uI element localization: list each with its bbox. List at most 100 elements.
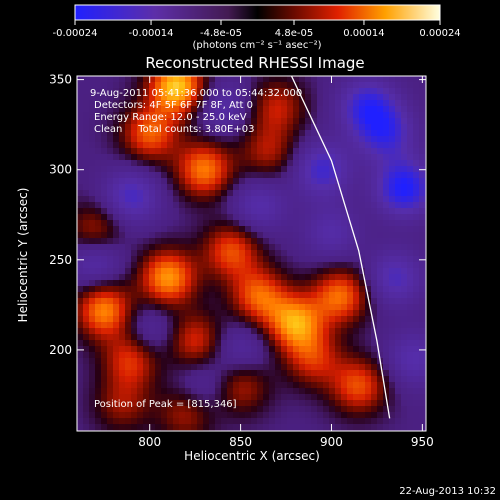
heatmap-cell <box>227 346 234 353</box>
heatmap-cell <box>383 220 390 227</box>
heatmap-cell <box>215 130 222 137</box>
heatmap-cell <box>137 286 144 293</box>
heatmap-cell <box>257 394 264 401</box>
heatmap-cell <box>299 286 306 293</box>
heatmap-cell <box>227 208 234 215</box>
heatmap-cell <box>329 388 336 395</box>
heatmap-cell <box>173 172 180 179</box>
heatmap-cell <box>197 160 204 167</box>
heatmap-cell <box>347 142 354 149</box>
heatmap-cell <box>263 166 270 173</box>
heatmap-cell <box>191 280 198 287</box>
heatmap-cell <box>239 352 246 359</box>
heatmap-cell <box>179 226 186 233</box>
heatmap-cell <box>299 310 306 317</box>
heatmap-cell <box>329 256 336 263</box>
heatmap-cell <box>215 424 222 431</box>
heatmap-cell <box>365 220 372 227</box>
heatmap-cell <box>89 82 96 89</box>
heatmap-cell <box>341 364 348 371</box>
heatmap-cell <box>179 382 186 389</box>
heatmap-cell <box>233 280 240 287</box>
heatmap-cell <box>383 190 390 197</box>
heatmap-cell <box>221 220 228 227</box>
heatmap-cell <box>317 346 324 353</box>
heatmap-cell <box>305 322 312 329</box>
heatmap-cell <box>305 100 312 107</box>
heatmap-cell <box>317 382 324 389</box>
heatmap-cell <box>233 106 240 113</box>
heatmap-cell <box>275 118 282 125</box>
heatmap-cell <box>95 328 102 335</box>
heatmap-cell <box>323 130 330 137</box>
heatmap-cell <box>335 400 342 407</box>
heatmap-cell <box>125 256 132 263</box>
heatmap-cell <box>245 82 252 89</box>
heatmap-cell <box>257 142 264 149</box>
heatmap-cell <box>155 232 162 239</box>
heatmap-cell <box>401 214 408 221</box>
heatmap-cell <box>299 208 306 215</box>
heatmap-cell <box>287 136 294 143</box>
heatmap-cell <box>419 412 426 419</box>
heatmap-cell <box>101 112 108 119</box>
heatmap-cell <box>347 166 354 173</box>
heatmap-cell <box>371 154 378 161</box>
heatmap-cell <box>299 142 306 149</box>
heatmap-cell <box>377 412 384 419</box>
heatmap-cell <box>137 226 144 233</box>
heatmap-cell <box>365 394 372 401</box>
heatmap-cell <box>137 142 144 149</box>
heatmap-cell <box>395 130 402 137</box>
heatmap-cell <box>341 292 348 299</box>
heatmap-cell <box>293 268 300 275</box>
heatmap-cell <box>83 196 90 203</box>
heatmap-cell <box>155 94 162 101</box>
heatmap-cell <box>359 424 366 431</box>
heatmap-cell <box>311 232 318 239</box>
heatmap-cell <box>341 250 348 257</box>
heatmap-cell <box>149 328 156 335</box>
heatmap-cell <box>209 424 216 431</box>
heatmap-cell <box>281 178 288 185</box>
heatmap-cell <box>185 376 192 383</box>
heatmap-cell <box>179 124 186 131</box>
heatmap-cell <box>209 394 216 401</box>
heatmap-cell <box>119 418 126 425</box>
heatmap-cell <box>125 322 132 329</box>
heatmap-cell <box>347 406 354 413</box>
heatmap-cell <box>269 184 276 191</box>
heatmap-cell <box>113 202 120 209</box>
heatmap-cell <box>215 394 222 401</box>
heatmap-cell <box>191 334 198 341</box>
heatmap-cell <box>191 112 198 119</box>
heatmap-cell <box>161 226 168 233</box>
heatmap-cell <box>263 82 270 89</box>
heatmap-cell <box>251 322 258 329</box>
heatmap-cell <box>125 172 132 179</box>
heatmap-cell <box>143 94 150 101</box>
heatmap-cell <box>233 82 240 89</box>
heatmap-cell <box>137 280 144 287</box>
heatmap-cell <box>359 406 366 413</box>
heatmap-cell <box>107 178 114 185</box>
heatmap-cell <box>161 184 168 191</box>
heatmap-cell <box>191 268 198 275</box>
heatmap-cell <box>113 88 120 95</box>
heatmap-cell <box>185 328 192 335</box>
heatmap-cell <box>173 400 180 407</box>
heatmap-cell <box>377 244 384 251</box>
heatmap-cell <box>311 118 318 125</box>
heatmap-cell <box>89 394 96 401</box>
heatmap-cell <box>155 112 162 119</box>
heatmap-cell <box>173 364 180 371</box>
heatmap-cell <box>335 202 342 209</box>
heatmap-cell <box>227 298 234 305</box>
heatmap-cell <box>341 88 348 95</box>
heatmap-cell <box>77 274 84 281</box>
heatmap-cell <box>419 382 426 389</box>
heatmap-cell <box>359 394 366 401</box>
heatmap-cell <box>167 160 174 167</box>
x-tick-label: 950 <box>411 435 434 449</box>
heatmap-cell <box>137 238 144 245</box>
